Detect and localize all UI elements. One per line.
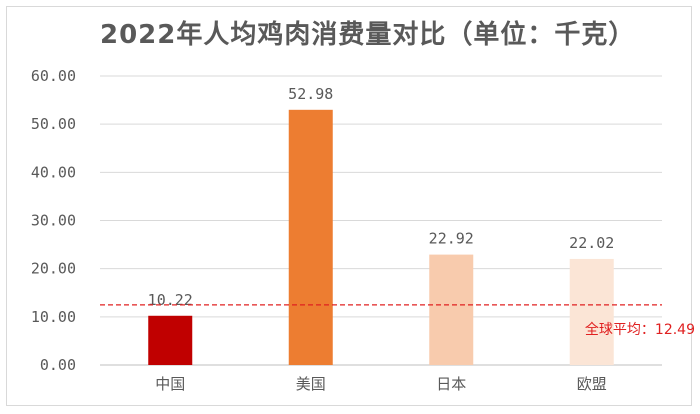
bars xyxy=(148,109,614,365)
bar-1 xyxy=(288,109,333,365)
gridlines xyxy=(100,75,662,366)
y-tick-label: 0.00 xyxy=(40,356,76,374)
bar-2 xyxy=(429,254,474,365)
y-tick-label: 10.00 xyxy=(31,308,76,326)
data-label: 10.22 xyxy=(148,291,193,309)
y-axis-ticks: 0.00 10.00 20.00 30.00 40.00 50.00 60.00 xyxy=(31,67,76,374)
category-label: 日本 xyxy=(436,375,466,393)
category-label: 欧盟 xyxy=(577,375,607,393)
y-tick-label: 30.00 xyxy=(31,212,76,230)
category-label: 中国 xyxy=(155,375,185,393)
data-label: 22.02 xyxy=(569,234,614,252)
y-tick-label: 40.00 xyxy=(31,163,76,181)
bar-0 xyxy=(148,315,193,365)
y-tick-label: 20.00 xyxy=(31,260,76,278)
x-axis-categories: 中国 美国 日本 欧盟 xyxy=(155,375,607,393)
reference-line-label: 全球平均：12.49 xyxy=(585,321,695,338)
bar-3 xyxy=(569,258,614,365)
y-tick-label: 60.00 xyxy=(31,67,76,85)
chart-border xyxy=(6,6,692,406)
chart-title: 2022年人均鸡肉消费量对比（单位：千克） xyxy=(100,20,636,50)
data-label: 52.98 xyxy=(288,85,333,103)
data-label: 22.92 xyxy=(429,230,474,248)
category-label: 美国 xyxy=(296,375,326,393)
data-labels: 10.22 52.98 22.92 22.02 xyxy=(148,85,615,309)
reference-line-group: 全球平均：12.49 xyxy=(100,304,695,338)
y-tick-label: 50.00 xyxy=(31,115,76,133)
